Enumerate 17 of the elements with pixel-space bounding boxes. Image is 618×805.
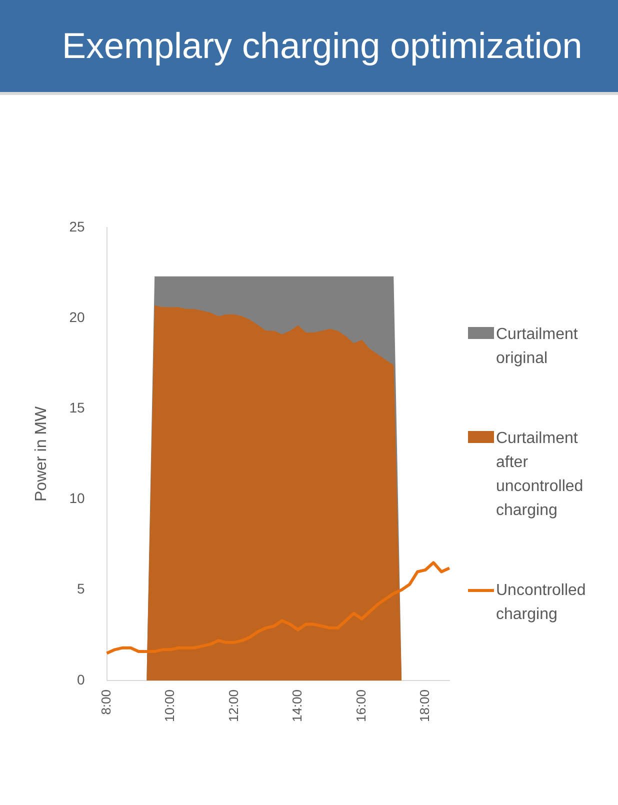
legend-label: Uncontrolled charging <box>496 581 587 625</box>
y-tick-label: 5 <box>76 580 85 597</box>
y-tick-label: 0 <box>76 671 85 688</box>
y-tick-label: 15 <box>69 399 85 416</box>
x-tick-label: 18:00 <box>417 689 432 722</box>
x-tick-label: 8:00 <box>98 689 114 715</box>
x-tick-label: 16:00 <box>353 689 368 722</box>
x-tick-label: 14:00 <box>290 689 305 722</box>
legend-label: Curtailment after uncontrolled charging <box>496 429 584 521</box>
chart-title: Exemplary charging optimization <box>62 25 582 67</box>
x-tick-label: 12:00 <box>226 689 241 722</box>
x-tick-label: 10:00 <box>162 689 178 722</box>
legend-label: Curtailment original <box>496 325 579 369</box>
y-tick-label: 10 <box>69 490 85 506</box>
y-axis-title: Power in MW <box>33 405 50 502</box>
y-tick-label: 25 <box>69 218 85 234</box>
y-tick-label: 20 <box>69 308 85 325</box>
